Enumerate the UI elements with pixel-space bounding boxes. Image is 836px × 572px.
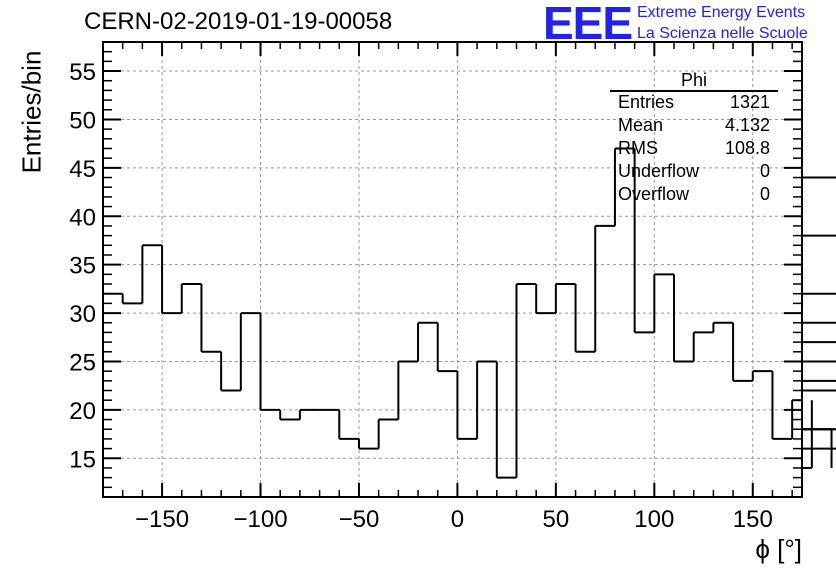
stats-row-mean: Mean 4.132: [618, 115, 770, 137]
y-tick-label: 25: [69, 349, 96, 376]
x-tick-label: −100: [233, 506, 287, 533]
x-tick-label: −50: [339, 506, 380, 533]
x-tick-label: 150: [733, 506, 773, 533]
stats-label: Overflow: [618, 184, 690, 204]
y-tick-label: 35: [69, 253, 96, 280]
stats-row-overflow: Overflow 0: [618, 184, 770, 206]
x-axis-label: ϕ [°]: [755, 534, 802, 564]
stats-label: Underflow: [618, 161, 700, 181]
y-tick-label: 55: [69, 59, 96, 86]
y-tick-label: 40: [69, 204, 96, 231]
y-tick-label: 45: [69, 156, 96, 183]
stats-value: 0: [759, 161, 770, 181]
stats-divider: [610, 90, 778, 92]
y-tick-label: 50: [69, 107, 96, 134]
stats-value: 1321: [729, 92, 770, 112]
x-tick-label: 50: [543, 506, 570, 533]
stats-value: 108.8: [724, 138, 770, 158]
y-tick-label: 20: [69, 398, 96, 425]
y-tick-label: 30: [69, 301, 96, 328]
x-tick-label: 100: [634, 506, 674, 533]
y-tick-label: 15: [69, 446, 96, 473]
stats-row-rms: RMS 108.8: [618, 138, 770, 160]
plot-frame: [102, 41, 803, 498]
stats-row-underflow: Underflow 0: [618, 161, 770, 183]
x-tick-label: 0: [451, 506, 464, 533]
logo-line-2: La Scienza nelle Scuole: [637, 25, 808, 42]
chart-title: CERN-02-2019-01-19-00058: [84, 8, 393, 35]
stats-value: 4.132: [724, 115, 770, 135]
stats-value: 0: [759, 184, 770, 204]
stats-row-entries: Entries 1321: [618, 92, 770, 114]
stats-label: RMS: [618, 138, 658, 158]
x-tick-label: −150: [135, 506, 189, 533]
logo-line-1: Extreme Energy Events: [637, 4, 806, 21]
eee-logo: EEE: [543, 0, 633, 49]
stats-label: Mean: [618, 115, 664, 135]
y-axis-label: Entries/bin: [16, 50, 47, 174]
stats-label: Entries: [618, 92, 675, 112]
stats-box: Phi Entries 1321 Mean 4.132 RMS 108.8 Un…: [610, 68, 778, 210]
stats-title: Phi: [680, 70, 707, 90]
